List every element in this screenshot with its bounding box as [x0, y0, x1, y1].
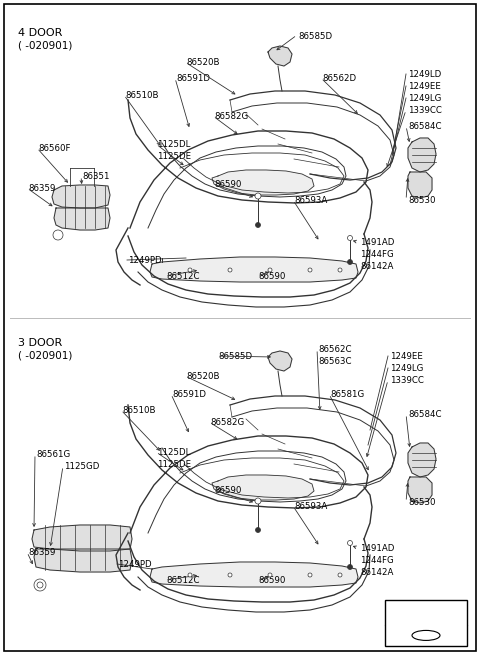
- Text: ( -020901): ( -020901): [18, 40, 72, 50]
- Circle shape: [338, 573, 342, 577]
- Text: 86585D: 86585D: [298, 32, 332, 41]
- Polygon shape: [408, 477, 432, 503]
- Polygon shape: [408, 443, 436, 477]
- Text: 86560F: 86560F: [38, 144, 71, 153]
- Text: 86563C: 86563C: [318, 357, 351, 366]
- Text: 86582G: 86582G: [214, 112, 248, 121]
- Text: 86590: 86590: [258, 272, 286, 281]
- Polygon shape: [52, 185, 110, 208]
- Circle shape: [268, 573, 272, 577]
- Circle shape: [37, 582, 43, 588]
- Polygon shape: [268, 46, 292, 66]
- Circle shape: [53, 230, 63, 240]
- Text: 1249LG: 1249LG: [408, 94, 442, 103]
- Polygon shape: [32, 525, 132, 551]
- Text: 1491AD: 1491AD: [360, 238, 395, 247]
- Text: 1249LD: 1249LD: [408, 70, 441, 79]
- Text: 86591D: 86591D: [176, 74, 210, 83]
- Text: 86359: 86359: [28, 184, 55, 193]
- Text: 1249PD: 1249PD: [118, 560, 152, 569]
- Circle shape: [348, 540, 352, 546]
- Text: 86590: 86590: [258, 576, 286, 585]
- Text: 86593A: 86593A: [294, 196, 327, 205]
- Ellipse shape: [412, 630, 440, 641]
- Text: 86520B: 86520B: [186, 372, 219, 381]
- FancyBboxPatch shape: [385, 600, 467, 646]
- Circle shape: [308, 268, 312, 272]
- Text: 1491AD: 1491AD: [360, 544, 395, 553]
- Text: 86359: 86359: [28, 548, 55, 557]
- Text: 86584C: 86584C: [408, 410, 442, 419]
- Circle shape: [308, 573, 312, 577]
- Circle shape: [188, 573, 192, 577]
- Text: 86512C: 86512C: [166, 576, 200, 585]
- Polygon shape: [408, 138, 436, 172]
- Text: 3 DOOR: 3 DOOR: [18, 338, 62, 348]
- Polygon shape: [212, 475, 314, 500]
- Text: 86510B: 86510B: [125, 91, 158, 100]
- Polygon shape: [54, 208, 110, 230]
- Polygon shape: [34, 549, 132, 572]
- Text: 1339CC: 1339CC: [408, 106, 442, 115]
- Circle shape: [228, 268, 232, 272]
- Circle shape: [255, 498, 261, 504]
- Text: 86590: 86590: [214, 486, 241, 495]
- Text: 1339CC: 1339CC: [390, 376, 424, 385]
- Text: 86562D: 86562D: [322, 74, 356, 83]
- Text: 86590: 86590: [214, 180, 241, 189]
- Text: 86520B: 86520B: [186, 58, 219, 67]
- Text: 86581G: 86581G: [330, 390, 364, 399]
- Text: 86585D: 86585D: [218, 352, 252, 361]
- Text: 86530: 86530: [408, 498, 435, 507]
- Circle shape: [268, 268, 272, 272]
- Text: 1125DL: 1125DL: [157, 448, 191, 457]
- Circle shape: [255, 527, 261, 533]
- Circle shape: [255, 193, 261, 199]
- Text: 86562C: 86562C: [318, 345, 351, 354]
- Text: 1125DE: 1125DE: [157, 152, 191, 161]
- Text: 86512C: 86512C: [166, 272, 200, 281]
- Text: 86593A: 86593A: [294, 502, 327, 511]
- Text: 86561G: 86561G: [36, 450, 70, 459]
- Circle shape: [348, 259, 352, 265]
- Polygon shape: [212, 170, 314, 195]
- Text: 18647: 18647: [410, 604, 442, 614]
- Text: 86351: 86351: [82, 172, 109, 181]
- Text: 86142A: 86142A: [360, 262, 394, 271]
- Circle shape: [34, 579, 46, 591]
- Text: 86591D: 86591D: [172, 390, 206, 399]
- Text: 1249LG: 1249LG: [390, 364, 423, 373]
- Circle shape: [348, 565, 352, 569]
- Text: ( -020901): ( -020901): [18, 350, 72, 360]
- Text: 86582G: 86582G: [210, 418, 244, 427]
- Text: 86510B: 86510B: [122, 406, 156, 415]
- Circle shape: [228, 573, 232, 577]
- Text: 1125GD: 1125GD: [64, 462, 99, 471]
- Text: 1125DL: 1125DL: [157, 140, 191, 149]
- Text: 1249PD: 1249PD: [128, 256, 162, 265]
- Text: 86584C: 86584C: [408, 122, 442, 131]
- Text: 1244FG: 1244FG: [360, 250, 394, 259]
- Polygon shape: [408, 172, 432, 198]
- Circle shape: [255, 223, 261, 227]
- Text: 1249EE: 1249EE: [390, 352, 423, 361]
- Polygon shape: [268, 351, 292, 371]
- Text: 1249EE: 1249EE: [408, 82, 441, 91]
- Circle shape: [348, 236, 352, 240]
- Text: 86142A: 86142A: [360, 568, 394, 577]
- Text: 4 DOOR: 4 DOOR: [18, 28, 62, 38]
- Text: 86530: 86530: [408, 196, 435, 205]
- Polygon shape: [150, 562, 358, 587]
- Circle shape: [188, 268, 192, 272]
- Circle shape: [338, 268, 342, 272]
- Text: 1244FG: 1244FG: [360, 556, 394, 565]
- Text: 1125DE: 1125DE: [157, 460, 191, 469]
- Polygon shape: [150, 257, 358, 282]
